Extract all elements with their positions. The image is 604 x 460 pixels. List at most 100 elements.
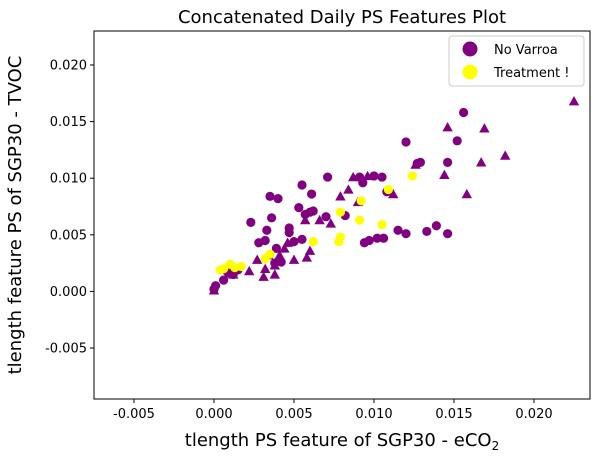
treatment-point <box>335 207 345 217</box>
no-varroa-point <box>262 225 272 235</box>
y-tick-label: 0.015 <box>50 115 87 130</box>
no-varroa-point <box>377 172 387 182</box>
x-axis-label-main: tlength PS feature of SGP30 - eCO <box>185 430 492 451</box>
no-varroa-point <box>294 203 304 213</box>
no-varroa-point <box>443 157 453 167</box>
no-varroa-point <box>379 233 389 243</box>
no-varroa-triangle-point <box>442 122 453 132</box>
x-tick-label: 0.015 <box>435 407 472 422</box>
no-varroa-triangle-point <box>252 254 263 264</box>
no-varroa-triangle-point <box>479 123 490 133</box>
no-varroa-point <box>321 212 331 222</box>
no-varroa-point <box>372 233 382 243</box>
no-varroa-triangle-point <box>244 265 255 276</box>
treatment-point <box>335 232 345 242</box>
no-varroa-point <box>459 107 469 118</box>
legend-box <box>448 35 585 87</box>
no-varroa-point <box>443 229 453 239</box>
x-axis-label-subscript: 2 <box>492 439 500 453</box>
y-tick-label: -0.005 <box>45 342 87 357</box>
no-varroa-point <box>307 189 317 199</box>
no-varroa-point <box>452 136 462 146</box>
no-varroa-point <box>401 229 411 239</box>
x-tick-label: 0.000 <box>195 407 232 422</box>
no-varroa-triangle-point <box>325 218 336 228</box>
no-varroa-point <box>308 206 318 216</box>
legend-marker-treatment <box>462 64 478 80</box>
no-varroa-point <box>219 275 229 285</box>
no-varroa-point <box>323 172 333 182</box>
x-tick-label: 0.005 <box>275 407 312 422</box>
legend-label-treatment: Treatment ! <box>493 66 570 81</box>
no-varroa-point <box>260 235 270 246</box>
treatment-point <box>265 249 275 259</box>
treatment-point <box>356 196 366 206</box>
no-varroa-triangle-point <box>260 263 271 273</box>
no-varroa-point <box>276 257 286 267</box>
no-varroa-triangle-point <box>288 254 300 264</box>
x-tick-label: -0.005 <box>113 407 155 422</box>
no-varroa-triangle-point <box>343 184 354 194</box>
no-varroa-triangle-point <box>304 245 316 255</box>
no-varroa-triangle-point <box>208 285 220 295</box>
no-varroa-point <box>246 217 256 227</box>
no-varroa-triangle-point <box>476 157 487 167</box>
no-varroa-triangle-point <box>500 150 511 160</box>
x-tick-label: 0.010 <box>355 407 392 422</box>
no-varroa-point <box>364 235 374 246</box>
no-varroa-point <box>265 191 275 201</box>
no-varroa-triangle-point <box>301 252 312 262</box>
x-tick-label: 0.020 <box>515 407 552 422</box>
no-varroa-triangle-point <box>269 260 280 270</box>
no-varroa-point <box>267 213 277 223</box>
no-varroa-triangle-point <box>300 214 311 225</box>
no-varroa-point <box>289 237 299 247</box>
y-tick-label: 0.005 <box>50 228 87 243</box>
treatment-point <box>355 215 365 225</box>
treatment-point <box>236 261 246 272</box>
no-varroa-triangle-point <box>439 169 450 179</box>
y-axis-label: tlength feature PS of SGP30 - TVOC <box>5 56 26 375</box>
treatment-point <box>308 237 318 247</box>
y-axis: -0.005 0.000 0.005 0.010 0.015 0.020 <box>45 58 94 357</box>
legend-marker-no-varroa <box>462 41 478 57</box>
data-points <box>208 96 580 295</box>
no-varroa-triangle-point <box>314 214 325 225</box>
x-axis-label: tlength PS feature of SGP30 - eCO2 <box>185 430 499 453</box>
no-varroa-point <box>422 226 432 237</box>
y-tick-label: 0.010 <box>50 172 87 187</box>
no-varroa-triangle-point <box>228 269 239 279</box>
no-varroa-triangle-point <box>362 170 373 181</box>
no-varroa-triangle-point <box>461 188 472 199</box>
plot-frame <box>93 30 591 400</box>
treatment-point <box>219 264 229 274</box>
no-varroa-point <box>393 225 403 235</box>
no-varroa-point <box>401 137 411 147</box>
no-varroa-point <box>273 193 283 204</box>
no-varroa-triangle-point <box>568 96 580 106</box>
chart-title: Concatenated Daily PS Features Plot <box>178 7 506 28</box>
no-varroa-triangle-point <box>282 237 293 247</box>
treatment-point <box>383 184 393 195</box>
no-varroa-point <box>297 234 307 244</box>
no-varroa-triangle-point <box>269 269 280 279</box>
no-varroa-triangle-point <box>410 159 421 169</box>
no-varroa-triangle-point <box>274 249 285 260</box>
no-varroa-point <box>431 221 441 231</box>
treatment-point <box>407 171 417 181</box>
legend-label-no-varroa: No Varroa <box>494 43 558 58</box>
x-axis: -0.005 0.000 0.005 0.010 0.015 0.020 <box>113 399 553 422</box>
treatment-point <box>377 220 387 230</box>
no-varroa-triangle-point <box>335 191 346 201</box>
no-varroa-triangle-point <box>348 171 359 182</box>
no-varroa-point <box>358 178 368 188</box>
y-tick-label: 0.020 <box>50 58 87 73</box>
no-varroa-triangle-point <box>388 188 399 199</box>
legend: No Varroa Treatment ! <box>448 35 585 87</box>
no-varroa-point <box>284 223 294 233</box>
no-varroa-triangle-point <box>279 243 290 253</box>
no-varroa-point <box>297 180 307 190</box>
no-varroa-triangle-point <box>258 271 269 281</box>
y-tick-label: 0.000 <box>50 285 87 300</box>
